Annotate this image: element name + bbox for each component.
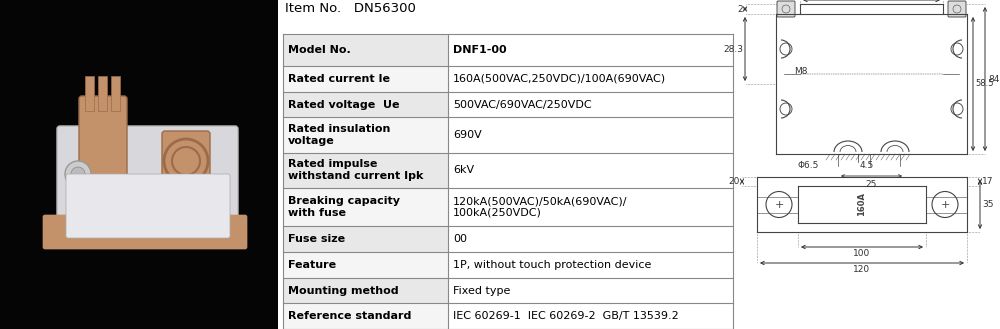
FancyBboxPatch shape (66, 174, 230, 238)
Circle shape (71, 167, 85, 181)
Bar (448, 66, 733, 92)
Bar (448, 252, 733, 278)
FancyBboxPatch shape (43, 215, 247, 249)
Text: 500VAC/690VAC/250VDC: 500VAC/690VAC/250VDC (453, 100, 592, 110)
Text: 17: 17 (982, 177, 994, 186)
Text: 690V: 690V (453, 130, 482, 140)
Text: 1P, without touch protection device: 1P, without touch protection device (453, 260, 651, 270)
Circle shape (65, 161, 91, 187)
FancyBboxPatch shape (162, 131, 210, 212)
Bar (283, 92, 448, 117)
Text: 160A: 160A (858, 192, 866, 216)
Bar (283, 117, 448, 153)
Bar (111, 76, 120, 111)
Text: Model No.: Model No. (288, 45, 351, 55)
Text: 58.5: 58.5 (975, 80, 994, 89)
Text: 160A(500VAC,250VDC)/100A(690VAC): 160A(500VAC,250VDC)/100A(690VAC) (453, 74, 666, 84)
Text: 35: 35 (982, 200, 994, 209)
Text: IEC 60269-1  IEC 60269-2  GB/T 13539.2: IEC 60269-1 IEC 60269-2 GB/T 13539.2 (453, 311, 679, 321)
Text: Reference standard: Reference standard (288, 311, 411, 321)
Text: Rated impulse
withstand current Ipk: Rated impulse withstand current Ipk (288, 160, 423, 181)
Text: Feature: Feature (288, 260, 336, 270)
Bar (283, 66, 448, 92)
Text: DNF1-00: DNF1-00 (453, 45, 507, 55)
FancyBboxPatch shape (57, 126, 238, 242)
Text: Rated insulation
voltage: Rated insulation voltage (288, 124, 390, 146)
Bar (283, 303, 448, 329)
Text: 28.3: 28.3 (723, 44, 743, 54)
Text: Fixed type: Fixed type (453, 286, 510, 295)
Text: 100: 100 (853, 249, 871, 258)
Text: 6kV: 6kV (453, 165, 474, 175)
Text: Item No.   DN56300: Item No. DN56300 (285, 2, 416, 14)
Bar (283, 252, 448, 278)
Text: 2: 2 (737, 5, 743, 13)
Bar (448, 153, 733, 188)
Circle shape (199, 188, 221, 210)
Text: 120: 120 (853, 265, 871, 274)
Bar (448, 117, 733, 153)
Bar (448, 92, 733, 117)
Bar (448, 34, 733, 66)
Text: 25: 25 (866, 180, 877, 189)
Text: +: + (774, 199, 784, 210)
Bar (283, 226, 448, 252)
FancyBboxPatch shape (79, 96, 127, 182)
Bar (448, 226, 733, 252)
Text: Rated current Ie: Rated current Ie (288, 74, 390, 84)
FancyBboxPatch shape (777, 1, 795, 17)
Text: M8: M8 (794, 67, 808, 77)
Bar (283, 153, 448, 188)
Text: Φ6.5: Φ6.5 (798, 162, 819, 170)
Text: 4.5: 4.5 (860, 162, 874, 170)
Bar (283, 34, 448, 66)
Bar (283, 278, 448, 303)
Bar (448, 278, 733, 303)
Text: 20: 20 (729, 177, 740, 186)
Text: Fuse size: Fuse size (288, 234, 345, 244)
Bar (283, 188, 448, 226)
Text: Mounting method: Mounting method (288, 286, 399, 295)
FancyBboxPatch shape (948, 1, 966, 17)
Bar (98, 76, 107, 111)
Text: 120kA(500VAC)/50kA(690VAC)/
100kA(250VDC): 120kA(500VAC)/50kA(690VAC)/ 100kA(250VDC… (453, 196, 628, 218)
Bar (448, 303, 733, 329)
Bar (85, 76, 94, 111)
Text: Breaking capacity
with fuse: Breaking capacity with fuse (288, 196, 400, 218)
Bar (448, 188, 733, 226)
Text: 00: 00 (453, 234, 467, 244)
Text: 84: 84 (988, 74, 999, 84)
Text: Rated voltage  Ue: Rated voltage Ue (288, 100, 400, 110)
Bar (0, 0, 278, 329)
Text: +: + (940, 199, 950, 210)
